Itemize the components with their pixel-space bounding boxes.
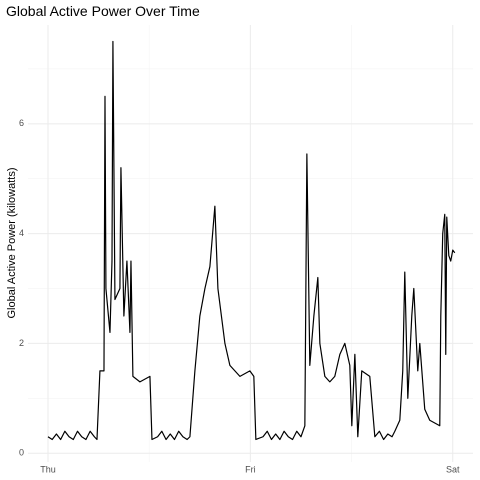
x-tick-label: Thu bbox=[40, 464, 56, 474]
y-tick-label: 6 bbox=[19, 118, 24, 128]
y-axis-label: Global Active Power (kilowatts) bbox=[6, 168, 18, 319]
x-tick-label: Sat bbox=[446, 464, 460, 474]
data-line bbox=[47, 40, 456, 441]
y-tick-label: 0 bbox=[19, 448, 24, 458]
y-tick-label: 2 bbox=[19, 338, 24, 348]
x-tick-label: Fri bbox=[245, 464, 256, 474]
y-tick-label: 4 bbox=[19, 228, 24, 238]
chart-title: Global Active Power Over Time bbox=[6, 3, 200, 19]
